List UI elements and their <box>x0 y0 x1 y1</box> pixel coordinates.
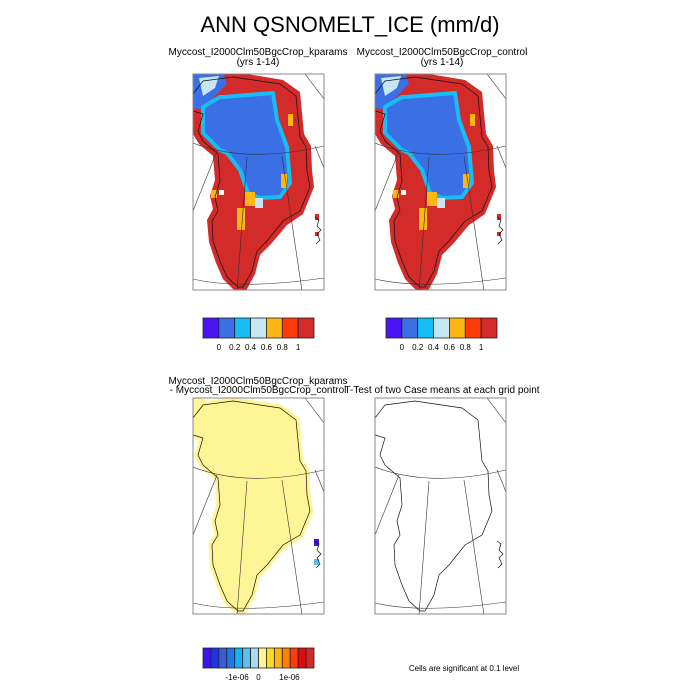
panel-title-difference-line2: - Myccost_I2000Clm50BgcCrop_control <box>170 385 347 396</box>
colorbar-swatch <box>297 317 315 339</box>
colorbar-label: 0.4 <box>428 343 440 352</box>
colorbar-swatch <box>258 647 267 669</box>
colorbar-label: 0 <box>256 673 261 682</box>
colorbar-swatch <box>218 647 228 669</box>
colorbar-swatch <box>417 317 434 339</box>
colorbar-control: 0 0.2 0.4 0.6 0.8 1 <box>385 317 498 352</box>
map-kparams <box>191 72 325 291</box>
colorbar-swatch <box>218 317 236 339</box>
colorbar-swatch <box>250 647 259 669</box>
colorbar-swatch <box>297 647 307 669</box>
colorbar-label: 1 <box>296 343 301 352</box>
panel-title-difference-line1: Myccost_I2000Clm50BgcCrop_kparams <box>169 376 348 387</box>
map-ttest <box>374 397 507 615</box>
colorbar-swatch <box>385 317 403 339</box>
colorbar-label: 0.4 <box>245 343 257 352</box>
colorbar-kparams: 0 0.2 0.4 0.6 0.8 1 <box>202 317 315 352</box>
colorbar-swatch <box>202 317 220 339</box>
colorbar-swatch <box>234 317 251 339</box>
colorbar-swatch <box>242 647 251 669</box>
colorbar-swatch <box>234 647 244 669</box>
colorbar-label: 1e-06 <box>279 673 300 682</box>
colorbar-swatch <box>433 317 450 339</box>
colorbar-swatch <box>305 647 315 669</box>
colorbar-swatch <box>266 317 283 339</box>
colorbar-swatch <box>281 317 299 339</box>
colorbar-swatch <box>266 647 275 669</box>
colorbar-difference: -1e-06 0 1e-06 <box>202 647 315 682</box>
colorbar-swatch <box>281 647 291 669</box>
colorbar-swatch <box>202 647 212 669</box>
colorbar-swatch <box>226 647 236 669</box>
colorbar-swatch <box>464 317 482 339</box>
map-control <box>373 72 507 291</box>
significance-note: Cells are significant at 0.1 level <box>409 664 520 673</box>
colorbar-label: 0.6 <box>444 343 456 352</box>
colorbar-label: 0.6 <box>261 343 273 352</box>
colorbar-swatch <box>480 317 498 339</box>
colorbar-label: 0.2 <box>412 343 424 352</box>
colorbar-swatch <box>250 317 267 339</box>
colorbar-swatch <box>273 647 283 669</box>
panel-title-ttest: T-Test of two Case means at each grid po… <box>344 385 539 396</box>
colorbar-swatch <box>289 647 299 669</box>
colorbar-swatch <box>449 317 466 339</box>
panel-title-kparams: Myccost_I2000Clm50BgcCrop_kparams <box>169 47 348 58</box>
colorbar-label: 1 <box>479 343 484 352</box>
colorbar-swatch <box>210 647 220 669</box>
colorbar-swatch <box>401 317 419 339</box>
colorbar-label: 0 <box>217 343 222 352</box>
colorbar-label: 0.8 <box>460 343 472 352</box>
figure-title: ANN QSNOMELT_ICE (mm/d) <box>200 12 499 37</box>
colorbar-label: 0.2 <box>229 343 241 352</box>
panel-subtitle-control: (yrs 1-14) <box>421 57 464 68</box>
colorbar-label: 0.8 <box>277 343 289 352</box>
colorbar-label: 0 <box>400 343 405 352</box>
colorbar-label: -1e-06 <box>226 673 250 682</box>
panel-title-control: Myccost_I2000Clm50BgcCrop_control <box>357 47 528 58</box>
map-difference <box>192 397 325 615</box>
panel-subtitle-kparams: (yrs 1-14) <box>237 57 280 68</box>
